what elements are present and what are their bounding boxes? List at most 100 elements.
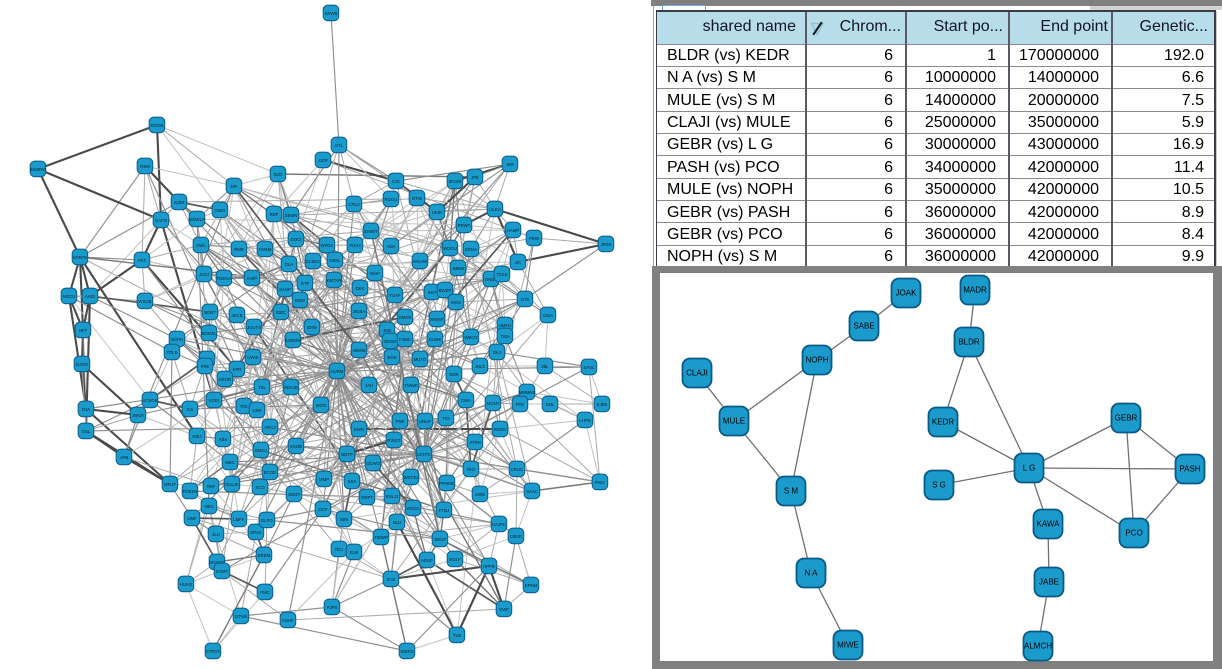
svg-text:GEBR: GEBR [1115, 414, 1138, 423]
svg-text:CRUC: CRUC [511, 467, 523, 472]
svg-text:IKR: IKR [506, 162, 513, 167]
svg-text:RSM: RSM [140, 164, 150, 169]
svg-text:BBTP: BBTP [341, 452, 352, 457]
svg-text:RCI: RCI [335, 547, 342, 552]
svg-text:SAAC: SAAC [526, 489, 538, 494]
svg-text:WSGB: WSGB [138, 299, 151, 304]
svg-text:TWA: TWA [500, 334, 510, 339]
svg-text:GTNN: GTNN [235, 614, 247, 619]
svg-text:JKCB: JKCB [232, 313, 243, 318]
svg-text:ONBR: ONBR [485, 277, 497, 282]
svg-text:JWOP: JWOP [288, 492, 301, 497]
svg-text:KSHF: KSHF [282, 618, 294, 623]
svg-text:JNLC: JNLC [475, 364, 486, 369]
svg-text:MUTO: MUTO [414, 357, 427, 362]
svg-text:MBC: MBC [225, 460, 235, 465]
svg-text:S M: S M [784, 487, 799, 496]
svg-text:FID: FID [241, 404, 248, 409]
svg-text:BLDR: BLDR [958, 338, 980, 347]
svg-text:DTW: DTW [412, 196, 423, 201]
svg-text:LDTPC: LDTPC [417, 452, 431, 457]
svg-text:FMSM: FMSM [259, 247, 272, 252]
svg-text:IDIW: IDIW [307, 325, 317, 330]
svg-text:PASH: PASH [1179, 465, 1200, 474]
svg-text:CLSKC: CLSKC [306, 259, 320, 264]
svg-text:RJA: RJA [82, 407, 90, 412]
svg-text:RDAJB: RDAJB [284, 385, 298, 390]
svg-text:KEDR: KEDR [932, 418, 954, 427]
svg-text:RMR: RMR [234, 247, 244, 252]
svg-text:OWL: OWL [196, 243, 206, 248]
svg-text:IDBFO: IDBFO [400, 649, 414, 654]
svg-text:NOPH: NOPH [805, 356, 828, 365]
svg-text:FDEGA: FDEGA [217, 276, 232, 281]
svg-text:OWO: OWO [215, 208, 226, 213]
svg-text:ERDM: ERDM [258, 553, 271, 558]
svg-text:OLH: OLH [285, 262, 294, 267]
svg-text:HFCJ: HFCJ [265, 425, 276, 430]
svg-text:JBL: JBL [541, 364, 549, 369]
svg-text:JAH: JAH [365, 383, 373, 388]
svg-text:ALMCH: ALMCH [1024, 642, 1052, 651]
svg-text:RNSO: RNSO [494, 427, 507, 432]
svg-text:MCNS: MCNS [449, 179, 462, 184]
svg-text:HAMP: HAMP [507, 228, 520, 233]
svg-text:BSMRW: BSMRW [30, 167, 47, 172]
svg-text:SABE: SABE [853, 322, 874, 331]
svg-text:OAFO: OAFO [155, 218, 168, 223]
svg-text:OJGR: OJGR [76, 362, 88, 367]
svg-text:EFEFB: EFEFB [73, 255, 87, 260]
svg-text:PJPS: PJPS [327, 605, 338, 610]
svg-text:NOCU: NOCU [63, 294, 76, 299]
svg-text:MWSF: MWSF [430, 317, 444, 322]
svg-text:FKT: FKT [138, 258, 146, 263]
svg-text:LHFN: LHFN [579, 418, 590, 423]
svg-text:JOAK: JOAK [896, 289, 918, 298]
svg-text:DFI: DFI [231, 184, 238, 189]
svg-text:DOOB: DOOB [151, 123, 164, 128]
svg-text:APB: APB [120, 455, 129, 460]
svg-text:EOLF: EOLF [449, 557, 461, 562]
svg-text:KKP: KKP [428, 290, 437, 295]
svg-text:EGBOM: EGBOM [285, 338, 301, 343]
svg-text:WBCG: WBCG [464, 335, 478, 340]
svg-text:KPR: KPR [233, 367, 242, 372]
svg-text:OMKR: OMKR [399, 315, 412, 320]
svg-text:KSOB: KSOB [290, 444, 302, 449]
svg-text:S G: S G [932, 481, 946, 490]
svg-text:KMTAR: KMTAR [327, 278, 342, 283]
svg-text:MFUT: MFUT [164, 482, 176, 487]
svg-text:GSL: GSL [82, 429, 91, 434]
svg-text:SOMT: SOMT [216, 569, 229, 574]
svg-text:JJOJ: JJOJ [199, 272, 209, 277]
svg-text:SRWB: SRWB [325, 11, 338, 16]
svg-text:NDR: NDR [449, 372, 458, 377]
svg-text:GTP: GTP [301, 281, 310, 286]
svg-text:MIWE: MIWE [837, 641, 859, 650]
svg-text:EWN: EWN [354, 427, 364, 432]
svg-text:UWIK: UWIK [247, 355, 258, 360]
svg-text:UWD: UWD [475, 492, 485, 497]
svg-text:MULE: MULE [723, 417, 745, 426]
svg-text:JLU: JLU [212, 532, 220, 537]
svg-text:UNUF: UNUF [419, 419, 431, 424]
svg-text:EUII: EUII [350, 550, 358, 555]
svg-text:WFDC: WFDC [321, 243, 334, 248]
svg-text:ABMIE: ABMIE [352, 348, 366, 353]
svg-text:WSTJU: WSTJU [404, 475, 419, 480]
svg-text:JUBR: JUBR [173, 200, 184, 205]
svg-text:CWA: CWA [461, 398, 471, 403]
svg-text:JRSK: JRSK [601, 242, 612, 247]
svg-text:ATPH: ATPH [469, 440, 480, 445]
svg-text:PEW: PEW [529, 236, 540, 241]
svg-text:WOG: WOG [316, 403, 327, 408]
svg-text:PRE: PRE [201, 364, 210, 369]
svg-text:JABE: JABE [1039, 578, 1059, 587]
svg-text:MDWLP: MDWLP [189, 217, 205, 222]
svg-text:OKSD: OKSD [384, 339, 396, 344]
svg-text:TMWK: TMWK [404, 383, 417, 388]
svg-text:JWGK: JWGK [132, 413, 145, 418]
svg-text:GKJ: GKJ [493, 350, 501, 355]
svg-text:ERNA: ERNA [465, 247, 477, 252]
svg-text:USR: USR [252, 408, 261, 413]
